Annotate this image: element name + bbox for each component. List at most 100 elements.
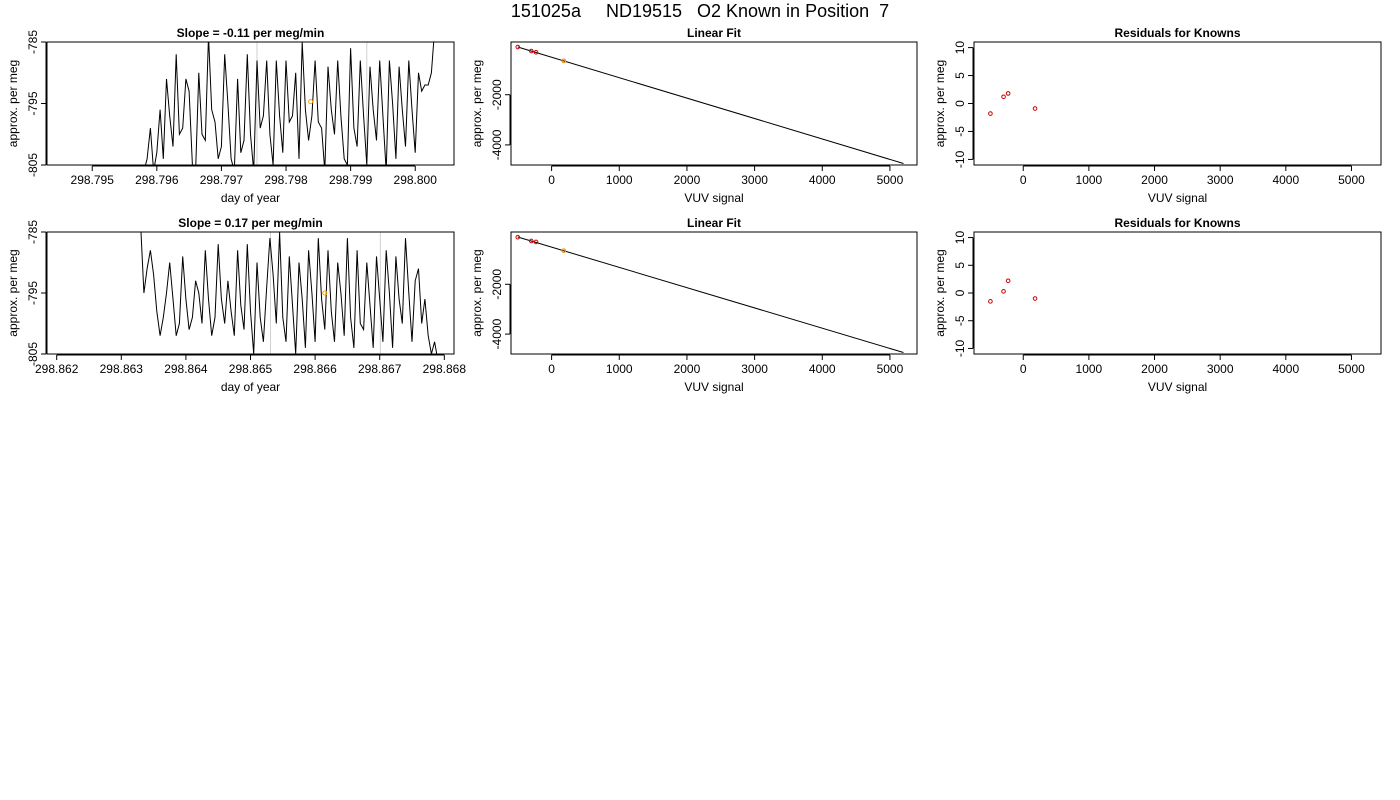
y-tick-label: -10 xyxy=(953,150,967,168)
y-tick-label: -10 xyxy=(953,339,967,357)
x-tick-label: 4000 xyxy=(1272,362,1299,376)
data-point xyxy=(561,248,567,253)
y-tick-label: 10 xyxy=(953,41,967,55)
y-tick-label: -5 xyxy=(953,126,967,137)
plot-frame xyxy=(510,231,918,355)
panel-1: Slope = -0.11 per meg/min 298.795 298.796 2… xyxy=(6,26,455,205)
plot-title: Linear Fit xyxy=(687,26,741,40)
plot-region xyxy=(515,234,904,353)
plot-title: Slope = -0.11 per meg/min xyxy=(177,26,325,40)
y-tick-label: -4000 xyxy=(490,318,504,349)
x-axis-label: day of year xyxy=(221,191,280,205)
data-point xyxy=(988,111,993,116)
x-tick-label: 4000 xyxy=(809,362,836,376)
x-tick-label: 2000 xyxy=(674,362,701,376)
plot-frame xyxy=(510,41,918,166)
x-tick-label: 4000 xyxy=(809,173,836,187)
x-tick-label: 298.796 xyxy=(135,173,179,187)
x-tick-label: 298.797 xyxy=(200,173,244,187)
x-axis-label: VUV signal xyxy=(684,191,743,205)
plot-region xyxy=(988,278,1038,304)
plot-title: Residuals for Knowns xyxy=(1114,26,1240,40)
y-tick-label: -795 xyxy=(26,91,40,115)
y-tick-label: 0 xyxy=(953,289,967,296)
plot-region xyxy=(988,91,1038,116)
y-axis-label: approx. per meg xyxy=(6,249,20,336)
y-tick-label: -785 xyxy=(26,30,40,54)
data-point xyxy=(515,234,521,240)
x-tick-label: 298.795 xyxy=(71,173,115,187)
x-tick-label: 5000 xyxy=(877,173,904,187)
x-tick-label: 1000 xyxy=(606,173,633,187)
x-tick-label: 2000 xyxy=(1141,173,1168,187)
plot-region xyxy=(515,44,904,164)
panel-4: Slope = 0.17 per meg/min 298.862 298.863 29… xyxy=(6,216,466,394)
y-axis-label: approx. per meg xyxy=(470,60,484,147)
data-point xyxy=(1032,106,1038,111)
y-tick-label: 10 xyxy=(953,231,967,245)
plot-frame xyxy=(973,41,1382,166)
y-tick-label: -785 xyxy=(26,220,40,244)
x-tick-label: 1000 xyxy=(1076,173,1103,187)
x-axis-label: VUV signal xyxy=(1148,380,1207,394)
y-tick-label: 5 xyxy=(953,262,967,269)
panel-3: Residuals for Knowns 0 1000 2000 3000 4000 500… xyxy=(933,26,1382,205)
y-tick-label: 0 xyxy=(953,100,967,107)
plot-region xyxy=(144,42,435,165)
x-tick-label: 4000 xyxy=(1272,173,1299,187)
y-tick-label: -5 xyxy=(953,315,967,326)
y-axis-label: approx. per meg xyxy=(6,60,20,147)
x-tick-label: 3000 xyxy=(1207,362,1234,376)
data-point xyxy=(1005,91,1011,96)
x-tick-label: 0 xyxy=(1020,173,1027,187)
data-point xyxy=(561,58,567,64)
series-line xyxy=(140,232,438,354)
x-tick-label: 298.863 xyxy=(100,362,144,376)
x-tick-label: 298.800 xyxy=(394,173,438,187)
x-axis-label: day of year xyxy=(221,380,280,394)
x-tick-label: 1000 xyxy=(1076,362,1103,376)
x-tick-label: 0 xyxy=(548,362,555,376)
x-tick-label: 298.864 xyxy=(164,362,208,376)
x-tick-label: 2000 xyxy=(674,173,701,187)
plot-frame xyxy=(46,41,455,166)
data-point xyxy=(529,48,534,54)
x-tick-label: 3000 xyxy=(741,173,768,187)
y-axis-label: approx. per meg xyxy=(470,249,484,336)
panel-2: Linear Fit 0 1000 2000 3000 4000 5000 VUV signa… xyxy=(470,26,918,205)
y-tick-label: -2000 xyxy=(490,269,504,300)
data-point xyxy=(533,49,539,55)
y-axis-label: approx. per meg xyxy=(933,249,947,336)
x-tick-label: 298.867 xyxy=(358,362,402,376)
x-tick-label: 5000 xyxy=(1338,362,1365,376)
x-tick-label: 298.798 xyxy=(264,173,308,187)
plot-frame xyxy=(46,231,455,355)
fit-line xyxy=(517,46,904,164)
x-tick-label: 5000 xyxy=(877,362,904,376)
series-line xyxy=(144,42,435,165)
data-point xyxy=(1005,278,1011,284)
y-tick-label: -805 xyxy=(26,342,40,366)
data-point xyxy=(1001,94,1006,100)
x-tick-label: 0 xyxy=(548,173,555,187)
main-title: 151025a ND19515 O2 Known in Position 7 xyxy=(510,1,890,21)
panel-5: Linear Fit 0 1000 2000 3000 4000 5000 VUV signa… xyxy=(470,216,918,394)
y-tick-label: -4000 xyxy=(490,129,504,160)
x-axis-label: VUV signal xyxy=(1148,191,1207,205)
highlight-point xyxy=(322,290,328,296)
highlight-point xyxy=(308,99,314,105)
data-point xyxy=(988,299,993,304)
x-tick-label: 3000 xyxy=(741,362,768,376)
y-axis-label: approx. per meg xyxy=(933,60,947,147)
data-point xyxy=(533,239,539,245)
plot-frame xyxy=(973,231,1382,355)
x-tick-label: 0 xyxy=(1020,362,1027,376)
plot-title: Residuals for Knowns xyxy=(1114,216,1240,230)
data-point xyxy=(515,44,521,50)
plot-title: Linear Fit xyxy=(687,216,741,230)
x-tick-label: 298.868 xyxy=(423,362,467,376)
data-point xyxy=(1032,296,1038,301)
x-tick-label: 298.799 xyxy=(329,173,373,187)
x-tick-label: 298.866 xyxy=(293,362,337,376)
